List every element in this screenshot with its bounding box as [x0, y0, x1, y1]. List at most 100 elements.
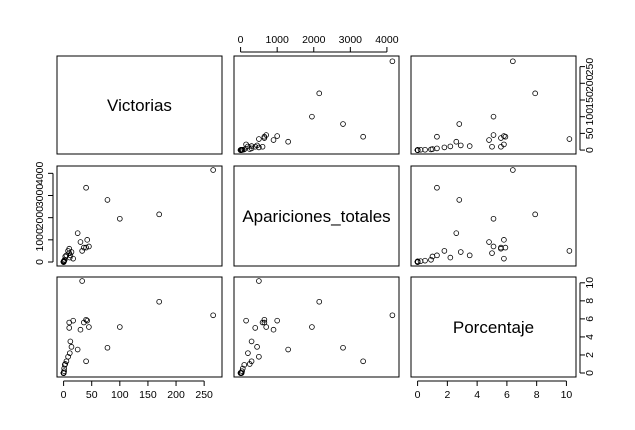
panel-frame — [410, 276, 577, 378]
data-point — [466, 143, 473, 149]
data-point — [501, 141, 507, 148]
data-point — [417, 258, 424, 264]
data-point — [237, 147, 244, 153]
panel-frame — [56, 276, 223, 378]
data-point — [60, 259, 67, 265]
data-point — [285, 138, 291, 145]
y-tick-label: 4 — [584, 334, 596, 340]
data-point — [248, 338, 255, 345]
data-point — [490, 243, 497, 250]
data-point — [74, 230, 81, 236]
data-point — [254, 142, 260, 149]
data-point — [77, 239, 84, 245]
y-tick-label: 10 — [584, 277, 596, 289]
data-point — [453, 138, 460, 145]
data-point — [566, 248, 573, 254]
y-tick-label: 0 — [584, 147, 596, 153]
y-tick-label: 0 — [34, 259, 46, 265]
data-point — [66, 325, 73, 331]
data-point — [429, 253, 436, 260]
x-tick-label: 100 — [111, 389, 129, 401]
data-point — [501, 237, 507, 243]
data-point — [248, 143, 255, 149]
data-point — [254, 344, 260, 350]
data-point — [489, 250, 495, 256]
y-tick-label: 200 — [584, 74, 596, 92]
data-point — [389, 58, 396, 65]
panel-frame — [233, 276, 400, 378]
data-point — [81, 244, 87, 251]
data-point — [428, 256, 434, 263]
data-point — [285, 346, 291, 353]
data-point — [83, 316, 89, 323]
x-tick-label: 10 — [561, 389, 573, 401]
data-point — [83, 358, 89, 365]
data-point — [84, 317, 91, 324]
data-point — [263, 132, 270, 138]
data-point — [340, 344, 346, 351]
y-tick-label: 6 — [584, 316, 596, 322]
data-point — [243, 317, 249, 324]
data-point — [261, 133, 268, 140]
variable-label: Porcentaje — [453, 318, 534, 337]
panel-frame — [410, 55, 577, 155]
data-point — [434, 252, 440, 259]
x-tick-label: 1000 — [265, 34, 289, 46]
variable-label: Apariciones_totales — [242, 207, 390, 226]
y-tick-label: 100 — [584, 108, 596, 126]
x-tick-label: 4 — [474, 389, 480, 401]
data-point — [457, 249, 464, 255]
data-point — [246, 361, 253, 367]
data-point — [256, 136, 262, 142]
data-point — [428, 146, 434, 153]
data-point — [274, 133, 280, 139]
data-point — [434, 145, 440, 152]
y-tick-label: 150 — [584, 91, 596, 109]
data-point — [456, 197, 463, 203]
data-point — [74, 346, 81, 353]
data-point — [309, 113, 315, 120]
data-point — [501, 255, 507, 262]
y-tick-label: 1000 — [34, 228, 46, 252]
data-point — [417, 146, 424, 153]
data-point — [270, 137, 277, 143]
data-point — [457, 142, 464, 149]
data-point — [316, 298, 323, 305]
x-tick-label: 6 — [504, 389, 510, 401]
data-point — [256, 278, 262, 284]
data-point — [434, 133, 440, 140]
data-point — [489, 143, 495, 150]
data-point — [360, 358, 366, 365]
y-tick-label: 4000 — [34, 161, 46, 185]
panel-frame — [233, 55, 400, 155]
data-point — [502, 133, 509, 140]
data-point — [316, 90, 323, 97]
data-point — [447, 143, 454, 150]
data-point — [447, 254, 454, 261]
data-point — [245, 350, 251, 356]
data-point — [259, 319, 266, 326]
data-point — [70, 317, 76, 324]
x-tick-label: 8 — [534, 389, 540, 401]
data-point — [466, 252, 473, 259]
x-tick-label: 0 — [415, 389, 421, 401]
data-point — [490, 132, 497, 138]
data-point — [79, 248, 85, 254]
data-point — [434, 184, 440, 191]
data-point — [104, 344, 111, 351]
x-tick-label: 2 — [444, 389, 450, 401]
data-point — [309, 324, 315, 330]
data-point — [486, 137, 492, 143]
data-point — [414, 259, 421, 265]
x-tick-label: 150 — [139, 389, 157, 401]
data-point — [63, 358, 70, 365]
x-tick-label: 2000 — [302, 34, 326, 46]
data-point — [441, 248, 448, 254]
data-point — [532, 211, 538, 218]
data-point — [60, 370, 67, 376]
y-tick-label: 2000 — [34, 206, 46, 230]
data-point — [510, 58, 516, 65]
panel-frame — [56, 55, 223, 155]
data-point — [259, 143, 266, 150]
data-point — [422, 257, 428, 264]
